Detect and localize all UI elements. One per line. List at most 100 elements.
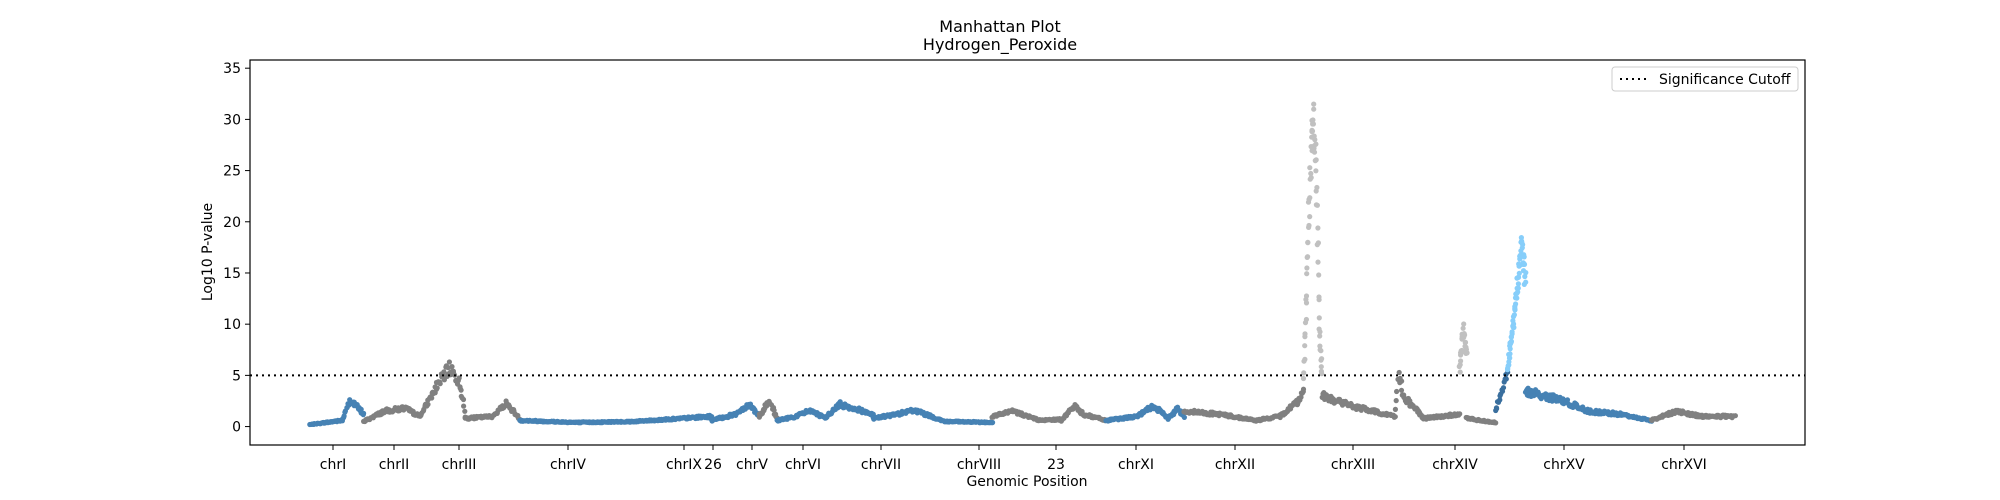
data-point (429, 395, 435, 401)
x-tick-label: chrXIII (1331, 457, 1375, 473)
x-tick-label: chrXII (1215, 457, 1255, 473)
x-tick-label: chrIX (666, 457, 702, 473)
data-point (1503, 376, 1509, 382)
y-tick-label: 20 (223, 215, 241, 231)
data-point (1298, 394, 1304, 400)
data-point (1457, 362, 1463, 368)
data-point (1308, 175, 1314, 181)
x-tick-label: 23 (1047, 457, 1065, 473)
data-point (1319, 356, 1325, 362)
data-point (462, 408, 468, 414)
data-point (1460, 325, 1466, 331)
data-point (1307, 214, 1313, 220)
data-point (1394, 388, 1400, 395)
data-point (441, 369, 447, 375)
data-point (1398, 387, 1405, 393)
x-tick-label: chrVI (785, 457, 821, 473)
y-tick-label: 15 (223, 266, 241, 282)
data-point (1462, 332, 1468, 338)
x-tick-label: chrI (320, 457, 346, 473)
x-tick-label: chrVIII (957, 457, 1001, 473)
data-point (1497, 397, 1503, 403)
data-point (771, 407, 777, 413)
x-tick-label: chrIII (442, 457, 477, 473)
data-point (1312, 137, 1318, 143)
data-point (1457, 369, 1463, 375)
data-point (1307, 195, 1313, 201)
data-point (461, 403, 467, 409)
x-tick-label: chrV (736, 457, 768, 473)
data-point (1392, 406, 1398, 412)
x-tick-label: chrII (379, 457, 410, 473)
data-point (1181, 414, 1187, 420)
data-point (1302, 356, 1308, 362)
data-point (1301, 370, 1307, 376)
x-tick-label: chrIV (550, 457, 586, 473)
y-tick-label: 10 (223, 317, 241, 333)
data-point (1732, 413, 1738, 419)
data-point (1311, 149, 1318, 155)
data-point (1305, 240, 1311, 246)
data-point (1522, 273, 1528, 280)
data-point (1515, 274, 1522, 280)
data-point (460, 396, 467, 403)
data-point (1461, 321, 1467, 327)
data-point (1509, 329, 1515, 335)
legend-box (1611, 66, 1799, 92)
data-point (1311, 106, 1317, 112)
data-point (1315, 225, 1321, 231)
y-tick-label: 0 (232, 420, 241, 436)
data-point (1310, 121, 1316, 127)
x-tick-label: 26 (704, 457, 722, 473)
data-point (1307, 165, 1313, 171)
data-point (1493, 420, 1499, 426)
data-point (1314, 184, 1320, 191)
data-point (437, 381, 443, 387)
data-point (1304, 265, 1310, 271)
data-point (1317, 343, 1323, 349)
data-point (1317, 329, 1323, 335)
data-point (1399, 378, 1405, 384)
data-point (1515, 281, 1521, 287)
data-point (1305, 254, 1311, 260)
data-point (1302, 331, 1308, 337)
data-point (1313, 141, 1319, 147)
data-point (1316, 297, 1322, 303)
data-point (1302, 343, 1308, 349)
data-point (1457, 411, 1463, 417)
data-point (1512, 307, 1518, 313)
y-axis: 0 5 10 15 20 25 30 35 (223, 61, 250, 436)
data-point (1317, 333, 1323, 339)
data-point (446, 359, 452, 365)
data-point (1514, 295, 1520, 301)
data-point (1396, 369, 1402, 376)
x-tick-label: chrXIV (1432, 457, 1478, 473)
data-point (1505, 363, 1511, 369)
data-point (1315, 240, 1321, 246)
chart-subtitle: Hydrogen_Peroxide (923, 35, 1077, 55)
data-point (1300, 389, 1306, 395)
data-point (1458, 348, 1464, 354)
data-point (1303, 316, 1309, 323)
x-tick-label: chrVII (861, 457, 901, 473)
y-axis-label: Log10 P-value (200, 203, 216, 301)
data-point (1313, 168, 1319, 174)
data-point (1520, 242, 1526, 248)
data-point (1507, 351, 1513, 357)
data-point (1523, 279, 1529, 285)
data-point (1306, 224, 1312, 230)
data-point (1494, 406, 1500, 412)
data-points (307, 101, 1738, 428)
data-point (1318, 364, 1324, 370)
data-point (456, 375, 462, 381)
data-point (361, 410, 367, 416)
data-point (1515, 285, 1521, 291)
data-point (1316, 272, 1322, 278)
data-point (1507, 355, 1513, 361)
y-tick-label: 30 (223, 112, 241, 128)
data-point (1523, 270, 1529, 276)
y-tick-label: 5 (232, 368, 241, 384)
data-point (1462, 339, 1469, 345)
data-point (458, 387, 464, 393)
data-point (1508, 339, 1514, 345)
